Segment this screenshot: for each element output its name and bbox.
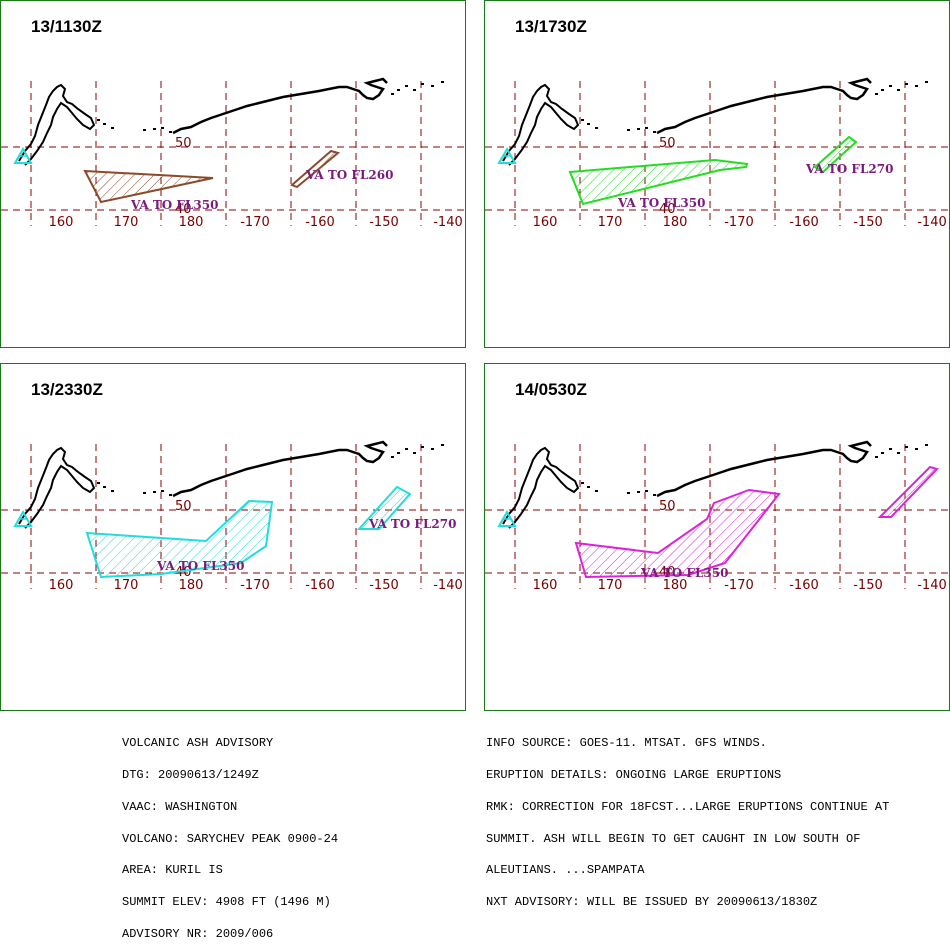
lon-label: -170: [724, 215, 754, 230]
lat-lon-grid: 160 170 180 -170 -160 -150 -140 50 40: [1, 81, 467, 230]
lon-label: 170: [114, 578, 139, 593]
advisory-line: ADVISORY NR: 2009/006: [122, 926, 274, 941]
ash-label-main: VA TO FL350: [617, 196, 705, 210]
lon-label: -170: [240, 578, 270, 593]
volcano-marker-icon: [13, 509, 33, 527]
advisory-line: NXT ADVISORY: WILL BE ISSUED BY 20090613…: [486, 895, 818, 910]
lat-label: 40: [659, 202, 676, 217]
lon-label: -150: [853, 215, 883, 230]
ash-label-secondary: VA TO FL270: [805, 162, 893, 176]
panel-title: 14/0530Z: [515, 380, 587, 399]
panel-title: 13/2330Z: [31, 380, 103, 399]
panel-title: 13/1730Z: [515, 17, 587, 36]
advisory-line: ALEUTIANS. ...SPAMPATA: [486, 863, 645, 878]
advisory-line: SUMMIT. ASH WILL BEGIN TO GET CAUGHT IN …: [486, 831, 861, 846]
lon-label: -150: [369, 215, 399, 230]
ash-label-main: VA TO FL350: [640, 566, 728, 580]
lon-label: 180: [663, 215, 688, 230]
ash-polygon-secondary: [290, 149, 341, 189]
lon-label: 180: [179, 578, 204, 593]
lon-label: -160: [789, 215, 819, 230]
lon-label: 160: [49, 215, 74, 230]
map-panel-1: 160 170 180 -170 -160 -150 -140 50 40 VA TO FL35…: [1, 77, 467, 230]
lon-label: -170: [240, 215, 270, 230]
lon-label: 180: [663, 578, 688, 593]
ash-polygon-secondary: [813, 135, 858, 174]
coastline: [18, 77, 444, 166]
panel-title: 13/1130Z: [31, 17, 102, 36]
coastline: [502, 440, 928, 529]
lon-label: 170: [598, 578, 623, 593]
ash-polygon-secondary: [877, 465, 939, 518]
ash-polygon-main: [83, 169, 214, 204]
volcano-marker-icon: [497, 146, 517, 164]
map-panel-2: 160 170 180 -170 -160 -150 -140 50 40 VA TO FL35…: [485, 77, 950, 230]
ash-polygon-main: [574, 488, 781, 579]
lon-label: 170: [114, 215, 139, 230]
advisory-line: AREA: KURIL IS: [122, 863, 223, 878]
lat-label: 50: [659, 136, 676, 151]
ash-polygon-secondary: [356, 485, 412, 530]
lon-label: -160: [305, 215, 335, 230]
ash-label-secondary: VA TO FL270: [368, 517, 456, 531]
coastline: [502, 77, 928, 166]
ash-label-main: VA TO FL350: [156, 559, 244, 573]
lon-label: -140: [433, 215, 463, 230]
lon-label: -140: [917, 215, 947, 230]
advisory-line: RMK: CORRECTION FOR 18FCST...LARGE ERUPT…: [486, 799, 890, 814]
lat-label: 40: [175, 202, 192, 217]
advisory-line: VOLCANO: SARYCHEV PEAK 0900-24: [122, 831, 339, 846]
advisory-info-left: VOLCANIC ASH ADVISORY DTG: 20090613/1249…: [122, 717, 338, 950]
lon-label: -140: [433, 578, 463, 593]
volcano-marker-icon: [497, 509, 517, 527]
forecast-panel-3: 160 170 180 -170 -160 -150 -140 50 40 VA TO FL35…: [0, 363, 467, 711]
advisory-line: VAAC: WASHINGTON: [122, 799, 238, 814]
lat-label: 50: [175, 136, 192, 151]
lat-label: 50: [175, 499, 192, 514]
lon-label: 170: [598, 215, 623, 230]
advisory-line: INFO SOURCE: GOES-11. MTSAT. GFS WINDS.: [486, 736, 767, 751]
lon-label: 160: [533, 578, 558, 593]
ash-polygon-main: [568, 158, 749, 206]
forecast-panel-2: 160 170 180 -170 -160 -150 -140 50 40 VA TO FL35…: [484, 0, 950, 348]
lon-label: 160: [533, 215, 558, 230]
advisory-line: ERUPTION DETAILS: ONGOING LARGE ERUPTION…: [486, 767, 782, 782]
coastline: [18, 440, 444, 529]
ash-polygon-main: [85, 499, 274, 579]
lon-label: 160: [49, 578, 74, 593]
lon-label: -140: [917, 578, 947, 593]
lon-label: -160: [305, 578, 335, 593]
advisory-line: DTG: 20090613/1249Z: [122, 767, 259, 782]
lat-label: 50: [659, 499, 676, 514]
forecast-panel-1: 160 170 180 -170 -160 -150 -140 50 40 VA TO FL35…: [0, 0, 467, 348]
volcano-marker-icon: [13, 146, 33, 164]
advisory-line: VOLCANIC ASH ADVISORY: [122, 736, 274, 751]
lon-label: -150: [369, 578, 399, 593]
advisory-info-right: INFO SOURCE: GOES-11. MTSAT. GFS WINDS. …: [486, 717, 889, 918]
ash-label-main: VA TO FL350: [130, 198, 218, 212]
ash-label-secondary: VA TO FL260: [305, 168, 393, 182]
advisory-line: SUMMIT ELEV: 4908 FT (1496 M): [122, 895, 331, 910]
lon-label: -160: [789, 578, 819, 593]
lon-label: -170: [724, 578, 754, 593]
lon-label: 180: [179, 215, 204, 230]
lon-label: -150: [853, 578, 883, 593]
